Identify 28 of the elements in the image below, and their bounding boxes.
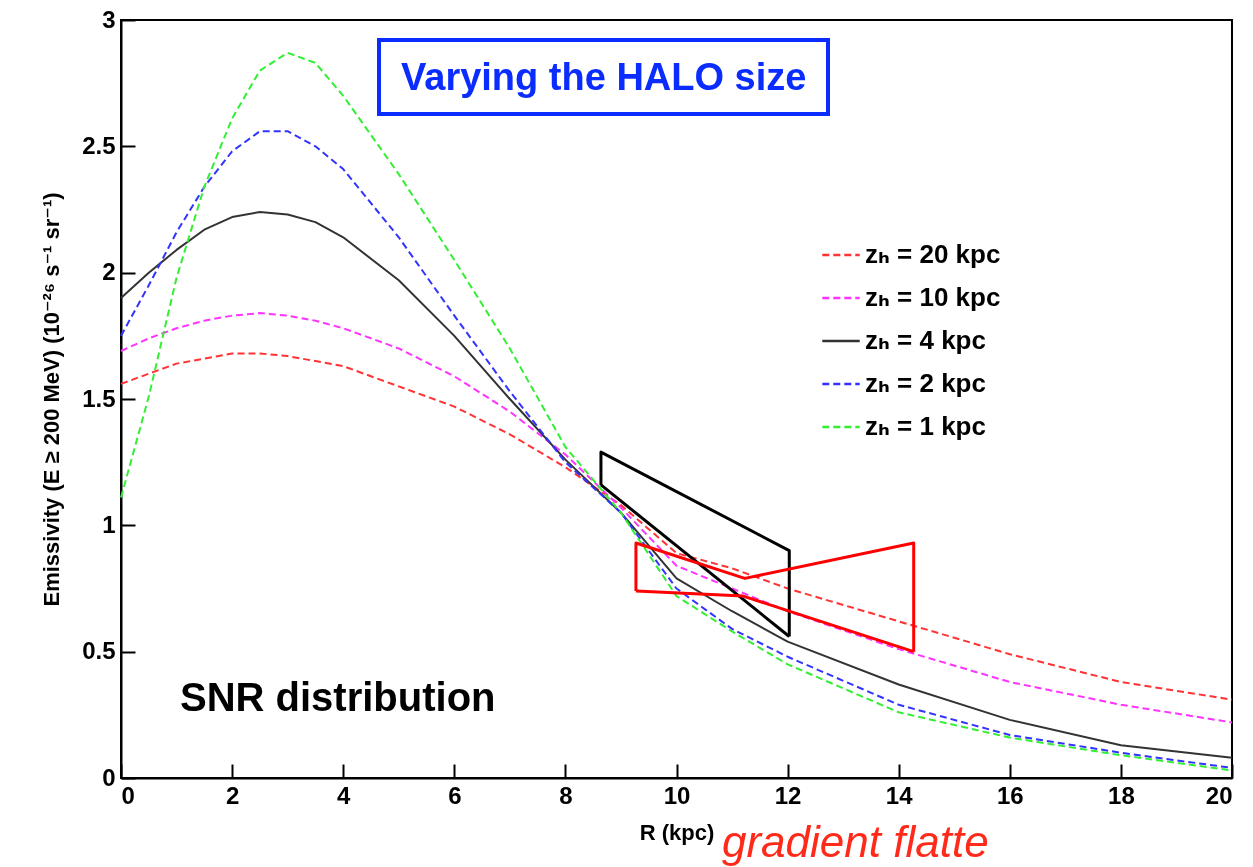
y-tick-label: 3 [102, 5, 116, 33]
x-tick-label: 6 [448, 781, 462, 809]
legend-label: zₕ = 1 kpc [865, 411, 986, 441]
x-tick-label: 14 [885, 781, 914, 809]
x-tick-label: 0 [121, 781, 135, 809]
legend-label: zₕ = 2 kpc [865, 368, 986, 398]
x-tick-label: 20 [1205, 781, 1233, 809]
y-tick-label: 1.5 [82, 384, 116, 412]
x-tick-label: 2 [225, 781, 240, 809]
annotation: Varying the HALO size [377, 38, 831, 116]
y-tick-label: 0.5 [82, 637, 116, 665]
x-tick-label: 18 [1108, 781, 1135, 809]
x-tick-label: 4 [337, 781, 352, 809]
legend-label: zₕ = 20 kpc [865, 239, 1001, 269]
y-tick-label: 0 [102, 763, 116, 791]
annotation: SNR distribution [180, 675, 496, 720]
legend-label: zₕ = 10 kpc [865, 282, 1001, 312]
x-tick-label: 10 [663, 781, 691, 809]
x-axis-title: R (kpc) [639, 819, 715, 845]
x-tick-label: 12 [774, 781, 802, 809]
y-tick-label: 1 [102, 510, 116, 538]
x-tick-label: 16 [996, 781, 1024, 809]
y-axis-title: Emissivity (E ≥ 200 MeV) (10⁻²⁶ s⁻¹ sr⁻¹) [39, 192, 65, 607]
y-tick-label: 2.5 [82, 131, 116, 159]
y-tick-label: 2 [102, 258, 116, 286]
x-tick-label: 8 [559, 781, 573, 809]
legend-label: zₕ = 4 kpc [865, 325, 986, 355]
text: gradient flatte [722, 817, 989, 866]
